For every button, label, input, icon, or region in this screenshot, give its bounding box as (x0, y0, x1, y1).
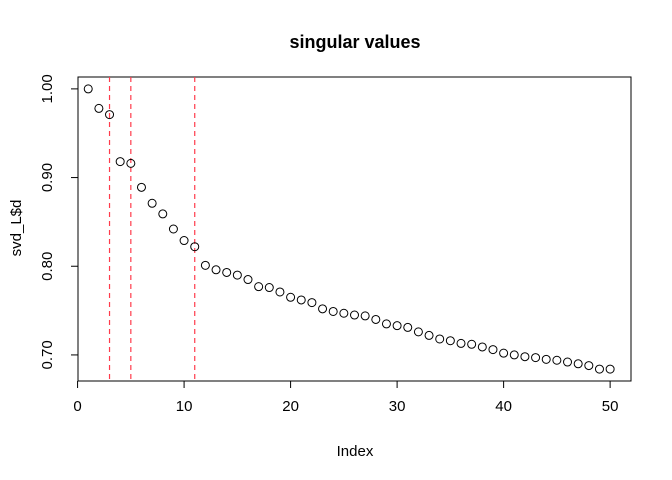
data-point (584, 361, 594, 371)
data-point (392, 321, 402, 331)
data-point (264, 283, 274, 293)
x-tick-label: 0 (73, 398, 81, 415)
data-point (413, 327, 423, 337)
chart-title: singular values (289, 32, 420, 52)
data-point (563, 357, 573, 367)
y-tick-label: 0.80 (39, 252, 56, 281)
data-point (573, 359, 583, 369)
data-point (232, 270, 242, 280)
data-point (83, 84, 93, 94)
data-point (594, 364, 604, 374)
data-point (254, 282, 264, 292)
x-tick-label: 40 (495, 398, 512, 415)
data-point (136, 182, 146, 192)
data-point (488, 345, 498, 355)
data-point (318, 304, 328, 314)
data-point (435, 334, 445, 344)
data-point (307, 298, 317, 308)
data-point (286, 292, 296, 302)
data-point (222, 267, 232, 277)
data-point (105, 110, 115, 120)
x-tick-label: 10 (176, 398, 193, 415)
data-point (552, 355, 562, 365)
y-axis-label: svd_L$d (8, 200, 25, 257)
data-point (371, 314, 381, 324)
data-point (360, 311, 370, 321)
data-point (477, 342, 487, 352)
y-tick-label: 0.90 (39, 163, 56, 192)
data-point (126, 158, 136, 168)
data-point (179, 236, 189, 246)
data-point (243, 275, 253, 285)
data-point (456, 338, 466, 348)
data-point (339, 308, 349, 318)
x-tick-label: 50 (602, 398, 619, 415)
plot-frame (77, 76, 632, 382)
data-point (115, 157, 125, 167)
x-axis-label: Index (337, 443, 374, 460)
data-point (168, 224, 178, 234)
data-point (158, 209, 168, 219)
y-tick-label: 0.70 (39, 340, 56, 369)
data-point (296, 295, 306, 305)
data-point (520, 352, 530, 362)
data-point (467, 339, 477, 349)
y-tick-label: 1.00 (39, 74, 56, 103)
data-point (499, 348, 509, 358)
data-point (350, 310, 359, 320)
data-point (200, 260, 210, 270)
data-point (381, 319, 391, 329)
data-point (509, 350, 519, 360)
data-point (275, 287, 285, 297)
x-tick-label: 20 (282, 398, 299, 415)
data-point (424, 330, 434, 340)
data-point (403, 322, 413, 332)
data-point (211, 265, 221, 275)
data-point (541, 354, 551, 364)
data-point (531, 353, 541, 363)
data-point (605, 364, 615, 374)
data-point (147, 198, 157, 208)
data-point (94, 103, 104, 113)
data-point (445, 336, 455, 346)
data-point (190, 242, 200, 252)
x-tick-label: 30 (389, 398, 406, 415)
data-point (328, 306, 338, 316)
